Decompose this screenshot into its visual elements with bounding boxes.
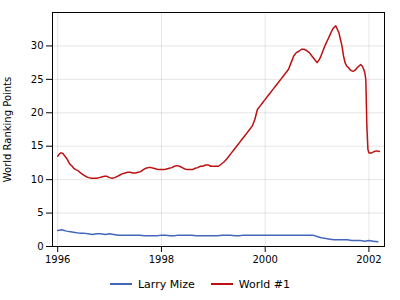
svg-text:20: 20 [31, 107, 44, 118]
svg-text:15: 15 [31, 140, 44, 151]
svg-text:World Ranking Points: World Ranking Points [2, 77, 13, 183]
html-text:Larry Mize: Larry Mize [138, 277, 195, 291]
svg-text:25: 25 [31, 74, 44, 85]
svg-text:2002: 2002 [356, 254, 381, 265]
svg-text:5: 5 [37, 207, 43, 218]
svg-text:1998: 1998 [149, 254, 174, 265]
svg-text:0: 0 [37, 241, 43, 252]
svg-text:2000: 2000 [252, 254, 277, 265]
svg-text:30: 30 [31, 40, 44, 51]
html-text:World #1: World #1 [238, 277, 290, 291]
svg-text:1996: 1996 [45, 254, 70, 265]
svg-text:10: 10 [31, 174, 44, 185]
